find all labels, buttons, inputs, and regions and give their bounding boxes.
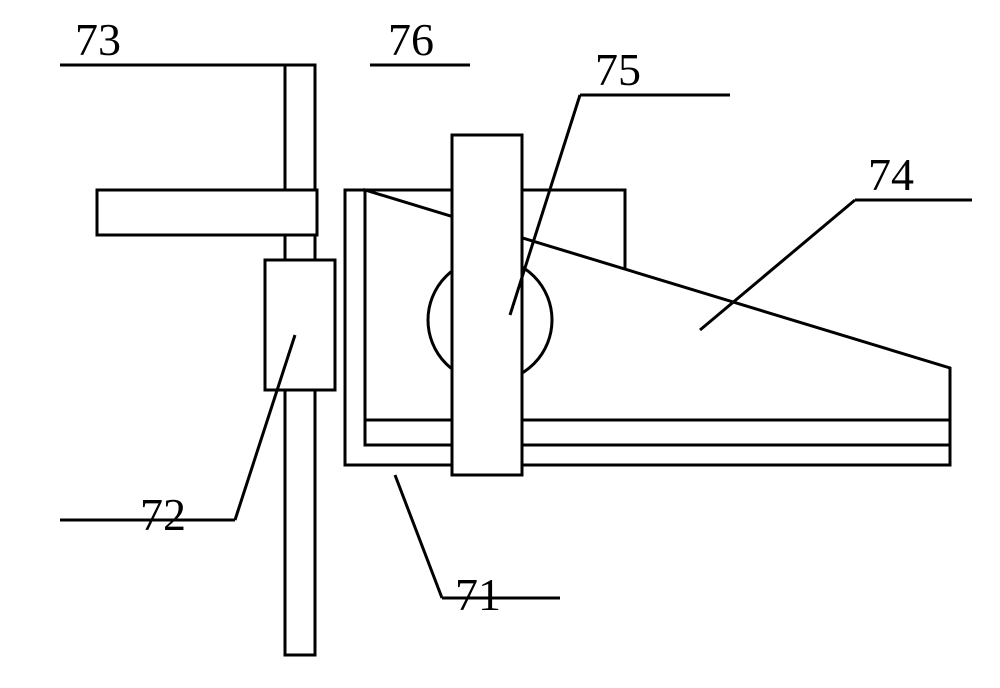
pointer-74_to_wedge [700,200,855,330]
label-72: 72 [140,489,186,540]
part-73-bar-front [97,190,317,235]
label-76: 76 [388,14,434,65]
label-71: 71 [455,569,501,620]
part-76-slider [452,135,522,475]
label-74: 74 [868,149,914,200]
label-75: 75 [595,44,641,95]
pointer-71_to_bracket [395,475,442,598]
part-72-sleeve [265,260,335,390]
label-73: 73 [75,14,121,65]
